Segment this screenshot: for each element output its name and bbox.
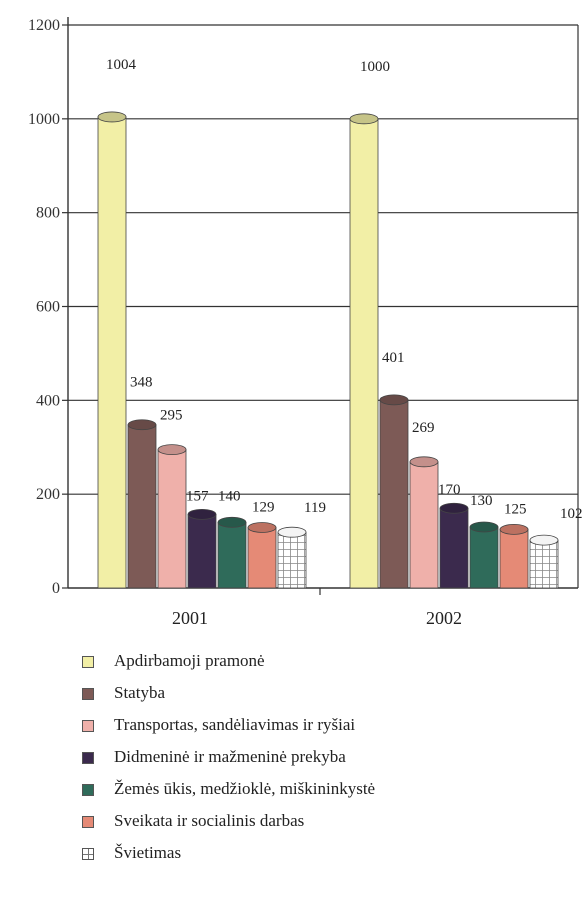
bar <box>157 449 187 589</box>
legend-item: Žemės ūkis, medžioklė, miškininkystė <box>82 776 582 808</box>
legend-label: Švietimas <box>114 843 182 862</box>
data-label: 269 <box>412 420 435 436</box>
bar <box>439 507 469 589</box>
y-tick-label: 800 <box>36 205 60 222</box>
bar <box>469 526 499 589</box>
bar-cap <box>439 502 469 514</box>
legend-swatch <box>82 656 94 668</box>
x-category-label: 2001 <box>172 608 208 628</box>
legend-label: Transportas, sandėliavimas ir ryšiai <box>114 715 356 734</box>
bar-cap <box>247 522 277 533</box>
bar-cap <box>529 534 559 546</box>
legend-item: Švietimas <box>82 840 582 872</box>
bar-cap <box>97 111 127 123</box>
y-tick-label: 600 <box>36 299 60 316</box>
legend-item: Sveikata ir socialinis darbas <box>82 808 582 840</box>
x-category-label: 2002 <box>426 608 462 628</box>
legend-swatch <box>82 688 94 700</box>
bar <box>349 118 379 589</box>
data-label: 102 <box>560 506 583 522</box>
bar <box>277 531 307 589</box>
bar-chart: 0 200 400 600 800 1000 1200 1004 1000 348 401 295 26… <box>28 17 583 628</box>
data-label: 157 <box>186 488 209 504</box>
bar-cap <box>277 526 307 538</box>
bar <box>529 539 559 589</box>
data-label: 119 <box>304 500 326 516</box>
data-label: 295 <box>160 408 183 424</box>
legend: Apdirbamoji pramonė Statyba Transportas, s… <box>82 648 582 872</box>
legend-swatch <box>82 816 94 828</box>
legend-item: Didmeninė ir mažmeninė prekyba <box>82 744 582 776</box>
legend-swatch <box>82 720 94 732</box>
y-tick-label: 1200 <box>28 17 60 34</box>
legend-label: Apdirbamoji pramonė <box>114 651 265 670</box>
legend-swatch <box>82 784 94 796</box>
bar-cap <box>349 113 379 125</box>
bar-cap <box>469 521 499 533</box>
legend-item: Transportas, sandėliavimas ir ryšiai <box>82 712 582 744</box>
data-label: 348 <box>130 375 153 391</box>
bar-cap <box>499 523 529 535</box>
legend-item: Statyba <box>82 680 582 712</box>
bar <box>187 513 217 589</box>
bar <box>97 116 127 589</box>
bar <box>379 399 409 589</box>
bar <box>217 521 247 589</box>
data-label: 401 <box>382 350 405 366</box>
bar <box>127 424 157 589</box>
legend-label: Sveikata ir socialinis darbas <box>114 811 305 830</box>
y-tick-label: 0 <box>52 580 60 597</box>
bar-cap <box>379 394 409 406</box>
y-tick-label: 400 <box>36 392 60 409</box>
legend-swatch <box>82 848 94 860</box>
y-tick-label: 200 <box>36 486 60 503</box>
y-tick-label: 1000 <box>28 111 60 128</box>
bar-cap <box>217 516 247 528</box>
bar <box>499 528 529 589</box>
bar-cap <box>127 419 157 431</box>
legend-label: Didmeninė ir mažmeninė prekyba <box>114 747 346 766</box>
bar <box>247 527 277 589</box>
legend-label: Statyba <box>114 683 165 702</box>
data-label: 170 <box>438 482 461 498</box>
data-label: 130 <box>470 493 493 509</box>
legend-label: Žemės ūkis, medžioklė, miškininkystė <box>114 779 376 798</box>
legend-item: Apdirbamoji pramonė <box>82 648 582 680</box>
bar-cap <box>187 508 217 520</box>
data-label: 1004 <box>106 57 137 73</box>
legend-swatch <box>82 752 94 764</box>
data-label: 125 <box>504 501 527 517</box>
bar-cap <box>409 456 439 468</box>
data-label: 129 <box>252 499 275 515</box>
bar <box>409 461 439 589</box>
bar-cap <box>157 444 187 455</box>
data-label: 1000 <box>360 59 390 75</box>
data-label: 140 <box>218 488 241 504</box>
